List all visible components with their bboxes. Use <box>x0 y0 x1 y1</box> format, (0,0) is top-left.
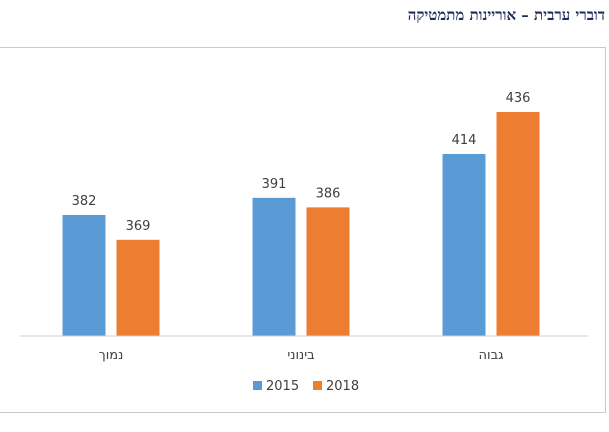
data-label-2015-2: 414 <box>452 133 477 148</box>
data-label-2015-1: 391 <box>262 177 287 192</box>
category-label-1: בינוני <box>287 348 314 363</box>
legend: 2015 2018 <box>253 379 359 394</box>
legend-label-2015: 2015 <box>266 379 299 394</box>
data-label-2015-0: 382 <box>72 194 97 209</box>
legend-swatch-2018 <box>313 381 322 390</box>
bar-2015-2 <box>442 153 486 336</box>
bar-2015-1 <box>252 197 296 336</box>
data-label-2018-2: 436 <box>506 91 531 106</box>
chart-frame <box>0 47 606 413</box>
category-label-0: נמוך <box>99 348 124 363</box>
page-title: דוברי ערבית – אוריינות מתמטיקה <box>407 6 605 24</box>
bar-2015-0 <box>62 215 106 336</box>
data-labels-layer: 382 369 391 386 414 436 <box>72 91 531 234</box>
category-label-2: גבוה <box>479 348 504 363</box>
data-label-2018-1: 386 <box>316 186 341 201</box>
legend-swatch-2015 <box>253 381 262 390</box>
bar-2018-0 <box>116 239 160 336</box>
bar-2018-2 <box>496 112 540 336</box>
bars-layer <box>62 112 540 336</box>
bar-2018-1 <box>306 207 350 336</box>
data-label-2018-0: 369 <box>126 219 151 234</box>
legend-label-2018: 2018 <box>326 379 359 394</box>
category-labels-layer: נמוך בינוני גבוה <box>99 348 504 363</box>
